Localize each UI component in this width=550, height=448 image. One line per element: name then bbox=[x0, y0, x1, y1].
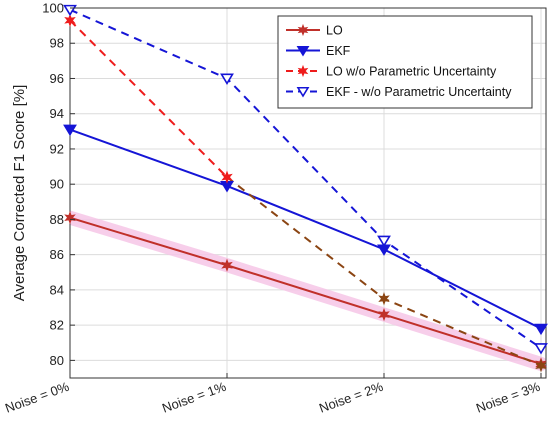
data-point-star bbox=[221, 258, 233, 272]
series-line bbox=[70, 8, 542, 349]
y-tick-label: 80 bbox=[50, 353, 64, 368]
plot-area-frame bbox=[69, 7, 547, 379]
y-axis-ticks: 80 82 84 86 88 90 92 94 96 98 100 bbox=[42, 1, 75, 368]
x-tick-label: Noise = 2% bbox=[317, 379, 385, 416]
legend-label: EKF - w/o Parametric Uncertainty bbox=[326, 85, 512, 99]
data-point-star bbox=[64, 13, 76, 27]
y-tick-label: 100 bbox=[42, 1, 64, 16]
y-tick-label: 96 bbox=[50, 71, 64, 86]
data-point-star bbox=[64, 211, 76, 225]
legend-swatch-marker bbox=[296, 45, 310, 57]
y-tick-label: 94 bbox=[50, 106, 64, 121]
data-point-triangle bbox=[377, 235, 391, 248]
legend-label: EKF bbox=[326, 44, 351, 58]
data-point-star bbox=[535, 359, 547, 373]
legend-swatch-marker bbox=[297, 64, 309, 78]
data-point-triangle bbox=[534, 343, 548, 355]
x-tick-label: Noise = 0% bbox=[3, 379, 71, 416]
y-tick-label: 84 bbox=[50, 282, 64, 297]
legend-swatch-marker bbox=[297, 23, 309, 37]
legend: LO EKF LO w/o Parametric Uncertainty EKF - … bbox=[277, 15, 533, 109]
y-axis-label: Average Corrected F1 Score [%] bbox=[11, 85, 28, 302]
data-point-triangle bbox=[63, 4, 77, 17]
x-axis-ticks: Noise = 0% Noise = 1% Noise = 2% Noise = 3% bbox=[3, 373, 542, 416]
y-tick-label: 86 bbox=[50, 247, 64, 262]
series-line bbox=[70, 128, 542, 330]
series-line bbox=[70, 19, 228, 178]
legend-label: LO bbox=[326, 24, 343, 38]
y-tick-label: 92 bbox=[50, 141, 64, 156]
series-group bbox=[70, 8, 542, 367]
data-point-triangle bbox=[534, 323, 548, 336]
data-point-star bbox=[378, 292, 390, 306]
x-tick-label: Noise = 1% bbox=[160, 379, 228, 416]
legend-swatch-marker bbox=[296, 86, 310, 98]
data-point-triangle bbox=[220, 73, 234, 85]
y-tick-label: 82 bbox=[50, 318, 64, 333]
legend-label: LO w/o Parametric Uncertainty bbox=[326, 65, 497, 79]
x-tick-label: Noise = 3% bbox=[474, 379, 542, 416]
data-point-star bbox=[378, 307, 390, 322]
y-tick-label: 90 bbox=[50, 177, 64, 192]
y-tick-label: 88 bbox=[50, 212, 64, 227]
data-point-triangle bbox=[63, 124, 77, 137]
series-line bbox=[70, 216, 542, 365]
y-tick-label: 98 bbox=[50, 36, 64, 51]
legend-box bbox=[277, 15, 533, 109]
data-point-star bbox=[221, 170, 233, 184]
